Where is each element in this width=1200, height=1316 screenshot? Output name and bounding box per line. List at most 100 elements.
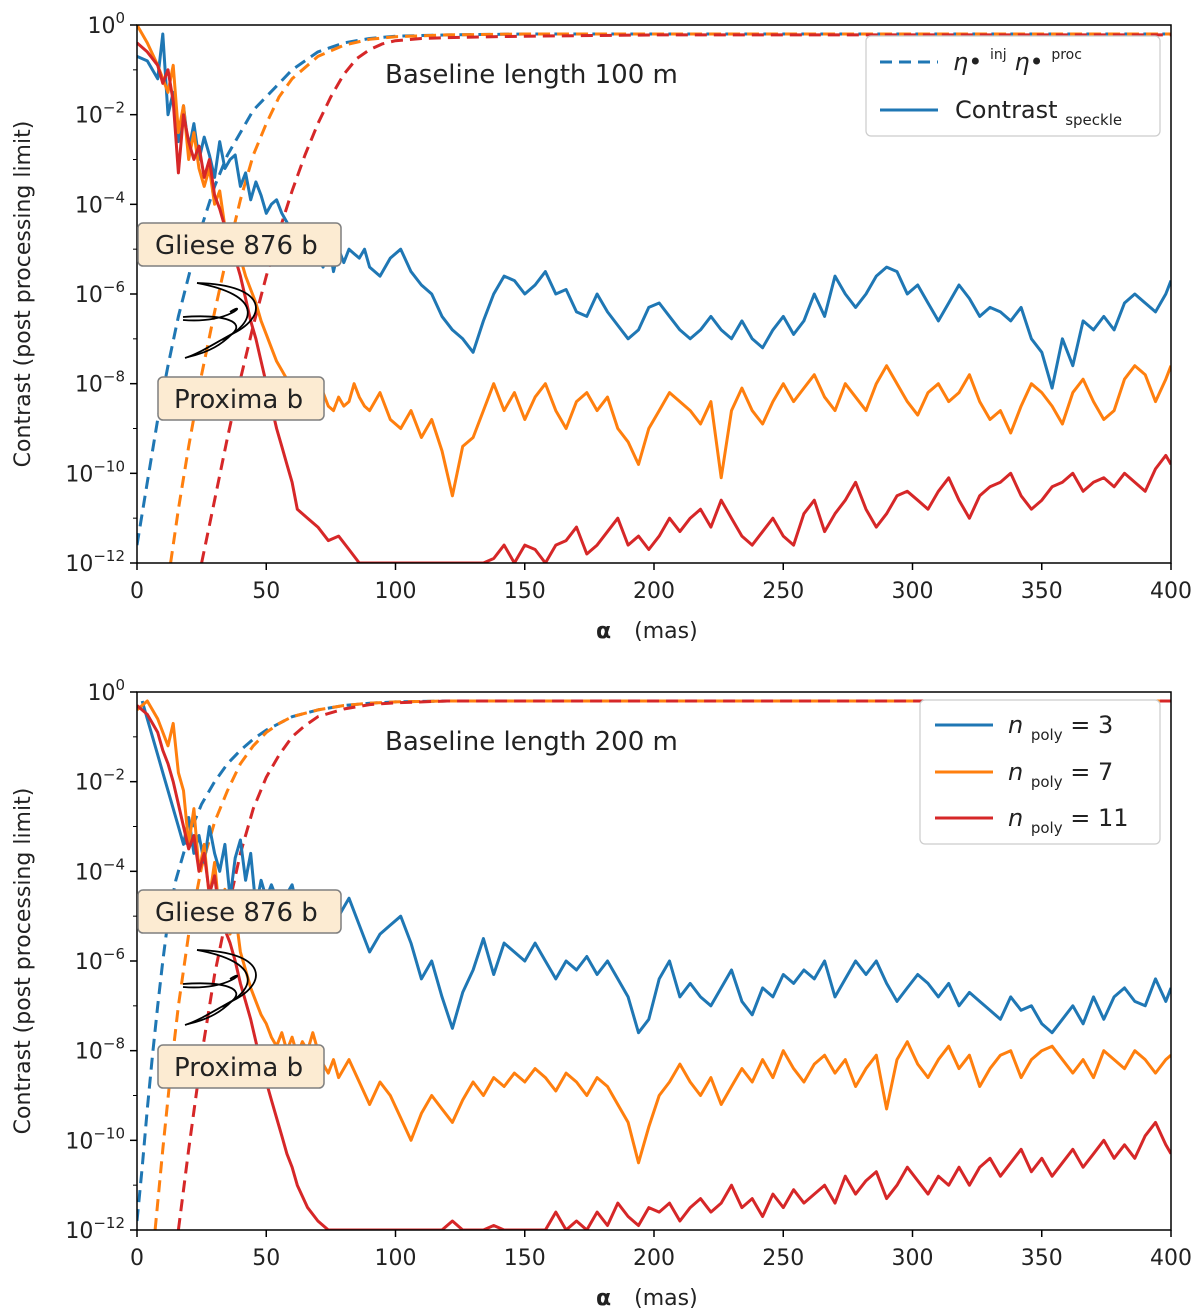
bottom-x-axis-unit: (mas)	[634, 1286, 698, 1311]
bottom-x-axis-symbol: α	[596, 1286, 611, 1311]
top-legend-contrast: Contrast	[955, 96, 1058, 124]
bottom-x-tick-label: 300	[892, 1246, 934, 1271]
bottom-y-tick-exponent: 0	[115, 676, 125, 694]
top-x-ticks: 0 50 100 150 200 250 300 350 400	[130, 563, 1192, 604]
bottom-y-tick-label: 10−10	[65, 1124, 125, 1154]
top-label-proxima-box	[157, 376, 325, 421]
top-y-tick-exponent: −4	[103, 188, 125, 206]
top-legend-solid-label: Contrast speckle	[955, 96, 1122, 129]
bottom-y-tick-label: 10−2	[75, 766, 125, 796]
top-y-tick-label: 10−4	[75, 188, 125, 218]
bottom-legend-n7-rest: = 7	[1070, 758, 1113, 786]
bottom-label-proxima-box	[157, 1044, 325, 1089]
top-orbit-gliese	[184, 282, 257, 359]
top-x-axis-symbol: α	[596, 619, 611, 644]
bottom-series-solid-n7	[137, 699, 1171, 1165]
bottom-legend-n11-sub: poly	[1031, 819, 1063, 837]
bottom-y-tick-exponent: −8	[103, 1035, 125, 1053]
top-legend-eta2: η•	[1014, 48, 1043, 76]
bottom-x-tick-label: 400	[1150, 1246, 1192, 1271]
top-y-tick-base: 10	[87, 14, 115, 39]
top-y-tick-base: 10	[75, 283, 103, 308]
bottom-y-tick-label: 10−6	[75, 945, 125, 975]
bottom-y-tick-label: 100	[87, 676, 125, 706]
bottom-x-tick-label: 50	[252, 1246, 280, 1271]
bottom-label-proxima-text: Proxima b	[174, 1053, 303, 1083]
panel-bottom: 0 50 100 150 200 250 300 350 400 10010−210−410−6…	[11, 676, 1192, 1311]
top-orbit-curves	[182, 282, 257, 359]
top-y-tick-base: 10	[75, 104, 103, 129]
top-label-gliese: Gliese 876 b	[137, 222, 342, 267]
bottom-series-solid-n3	[140, 700, 1171, 1035]
bottom-y-tick-base: 10	[75, 1040, 103, 1065]
bottom-legend-n7-sub: poly	[1031, 773, 1063, 791]
top-x-tick-label: 0	[130, 579, 144, 604]
bottom-legend-label-n3: n poly = 3	[1008, 711, 1113, 746]
top-y-tick-base: 10	[65, 462, 93, 487]
bottom-y-axis-title: Contrast (post processing limit)	[11, 788, 36, 1135]
bottom-y-tick-exponent: −10	[93, 1124, 125, 1142]
bottom-legend-label-n7: n poly = 7	[1008, 758, 1113, 793]
top-y-tick-label: 10−10	[65, 457, 125, 487]
top-x-tick-label: 250	[762, 579, 804, 604]
bottom-legend-n11-rest: = 11	[1070, 804, 1128, 832]
bottom-legend-box	[919, 699, 1161, 845]
bottom-legend-n3-rest: = 3	[1070, 711, 1113, 739]
bottom-y-tick-base: 10	[75, 860, 103, 885]
top-label-gliese-box	[137, 222, 342, 267]
top-orbit-proxima	[182, 315, 238, 358]
bottom-chart-title: Baseline length 200 m	[385, 727, 678, 757]
top-y-tick-label: 10−2	[75, 99, 125, 129]
top-orbit-gliese-2	[196, 282, 249, 341]
top-y-tick-exponent: −6	[103, 278, 125, 296]
top-legend-box	[865, 35, 1161, 137]
top-legend-dashed-label: η• inj η• proc	[953, 37, 1082, 76]
top-legend-sup-proc: proc	[1051, 47, 1082, 63]
bottom-y-tick-exponent: −6	[103, 945, 125, 963]
bottom-legend-label-n11: n poly = 11	[1008, 804, 1129, 839]
bottom-x-tick-label: 200	[633, 1246, 675, 1271]
top-series-solid-n3	[137, 32, 1171, 390]
top-y-tick-label: 10−8	[75, 368, 125, 398]
top-y-tick-exponent: −2	[103, 99, 125, 117]
bottom-y-tick-base: 10	[65, 1129, 93, 1154]
bottom-y-tick-base: 10	[75, 771, 103, 796]
bottom-x-tick-label: 350	[1021, 1246, 1063, 1271]
panel-top: 0 50 100 150 200 250 300 350 400 10010−210−410−6…	[11, 9, 1192, 644]
top-y-tick-exponent: −12	[93, 547, 125, 565]
bottom-y-tick-exponent: −2	[103, 766, 125, 784]
bottom-y-tick-exponent: −4	[103, 855, 125, 873]
top-x-axis-unit: (mas)	[634, 619, 698, 644]
top-y-tick-label: 100	[87, 9, 125, 39]
bottom-orbit-gliese	[184, 949, 257, 1026]
top-y-tick-exponent: −10	[93, 457, 125, 475]
bottom-x-tick-label: 0	[130, 1246, 144, 1271]
top-series-dashed-n11	[200, 33, 1171, 563]
bottom-series-dashed-n11	[176, 699, 1171, 1230]
bottom-orbit-proxima-2	[182, 974, 238, 989]
bottom-series-dashed-n3	[137, 699, 1171, 1222]
top-y-tick-label: 10−12	[65, 547, 125, 577]
top-label-gliese-text: Gliese 876 b	[155, 231, 318, 261]
bottom-y-tick-label: 10−12	[65, 1214, 125, 1244]
top-x-tick-label: 400	[1150, 579, 1192, 604]
bottom-legend-n3-sub: poly	[1031, 726, 1063, 744]
top-y-tick-exponent: −8	[103, 368, 125, 386]
bottom-legend-n7-n: n	[1008, 758, 1023, 786]
top-y-axis-title: Contrast (post processing limit)	[11, 121, 36, 468]
bottom-y-tick-label: 10−8	[75, 1035, 125, 1065]
top-label-proxima-text: Proxima b	[174, 385, 303, 415]
top-chart-title: Baseline length 100 m	[385, 60, 678, 90]
bottom-y-tick-exponent: −12	[93, 1214, 125, 1232]
top-x-tick-label: 200	[633, 579, 675, 604]
top-y-tick-base: 10	[75, 193, 103, 218]
bottom-x-tick-label: 250	[762, 1246, 804, 1271]
bottom-orbit-proxima	[182, 982, 238, 1025]
top-orbit-proxima-2	[182, 307, 238, 322]
bottom-x-tick-label: 150	[504, 1246, 546, 1271]
top-x-tick-label: 150	[504, 579, 546, 604]
bottom-y-tick-base: 10	[75, 950, 103, 975]
